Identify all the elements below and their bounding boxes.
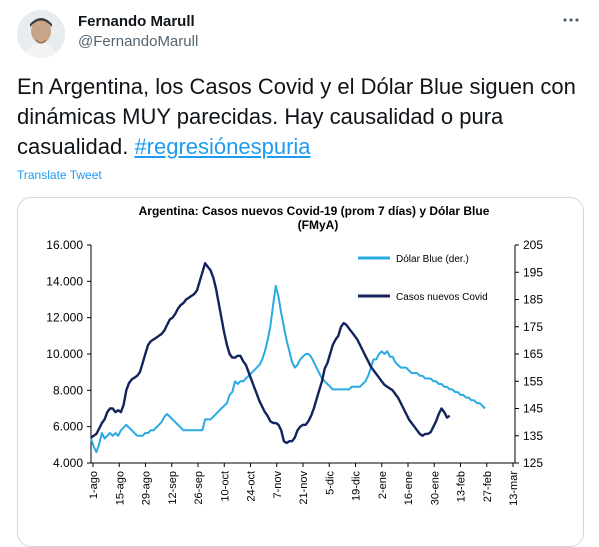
x-tick-label: 12-sep [167, 471, 179, 505]
x-tick-label: 27-feb [482, 471, 494, 502]
y-left-tick-label: 16.000 [46, 238, 83, 252]
more-options-button[interactable] [558, 10, 584, 30]
x-tick-label: 5-dic [324, 471, 336, 495]
legend-label: Dólar Blue (der.) [396, 254, 469, 265]
series-line-dolar-blue [90, 284, 486, 454]
y-left-tick-label: 10.000 [46, 347, 83, 361]
x-tick-label: 26-sep [193, 471, 205, 505]
chart: Argentina: Casos nuevos Covid-19 (prom 7… [46, 204, 543, 506]
y-right-tick-label: 185 [523, 293, 543, 307]
x-tick-label: 7-nov [272, 471, 284, 499]
y-right-tick-label: 155 [523, 374, 543, 388]
chart-subtitle: (FMyA) [298, 218, 339, 232]
avatar[interactable] [17, 10, 65, 58]
y-right-tick-label: 195 [523, 265, 543, 279]
x-tick-label: 19-dic [351, 471, 363, 501]
y-left-tick-label: 4.000 [53, 456, 83, 470]
tweet-media-image[interactable]: Argentina: Casos nuevos Covid-19 (prom 7… [17, 197, 584, 547]
translate-tweet-link[interactable]: Translate Tweet [17, 168, 102, 182]
legend-label: Casos nuevos Covid [396, 292, 488, 303]
x-tick-label: 2-ene [377, 471, 389, 499]
y-right-tick-label: 145 [523, 402, 543, 416]
series-line-casos-covid [90, 262, 451, 445]
author-handle[interactable]: @FernandoMarull [78, 33, 199, 50]
x-tick-label: 13-mar [508, 471, 520, 506]
chart-series [90, 262, 486, 454]
y-right-tick-label: 165 [523, 347, 543, 361]
chart-legend: Dólar Blue (der.) Casos nuevos Covid [358, 254, 488, 303]
x-tick-label: 29-ago [141, 471, 153, 505]
tweet-text: En Argentina, los Casos Covid y el Dólar… [17, 72, 577, 162]
x-tick-label: 16-ene [403, 471, 415, 505]
more-horizontal-icon [563, 18, 579, 22]
x-tick-label: 15-ago [114, 471, 126, 505]
y-right-tick-label: 205 [523, 238, 543, 252]
author-name[interactable]: Fernando Marull [78, 13, 195, 30]
chart-axes: 16.000 14.000 12.000 10.000 8.000 6.000 4.000 2… [46, 238, 543, 506]
y-left-tick-label: 6.000 [53, 420, 83, 434]
x-tick-label: 21-nov [298, 471, 310, 505]
avatar-image [17, 10, 65, 58]
y-left-tick-label: 8.000 [53, 383, 83, 397]
y-right-tick-label: 135 [523, 429, 543, 443]
x-tick-label: 13-feb [456, 471, 468, 502]
y-left-tick-label: 14.000 [46, 274, 83, 288]
tweet-body: En Argentina, los Casos Covid y el Dólar… [17, 74, 576, 159]
y-right-tick-label: 175 [523, 320, 543, 334]
chart-title: Argentina: Casos nuevos Covid-19 (prom 7… [139, 204, 490, 218]
x-tick-label: 1-ago [88, 471, 100, 499]
x-tick-label: 10-oct [219, 471, 231, 502]
x-tick-label: 30-ene [429, 471, 441, 505]
y-right-tick-label: 125 [523, 456, 543, 470]
y-left-tick-label: 12.000 [46, 311, 83, 325]
x-tick-label: 24-oct [246, 471, 258, 502]
hashtag-link[interactable]: #regresiónespuria [134, 134, 311, 159]
